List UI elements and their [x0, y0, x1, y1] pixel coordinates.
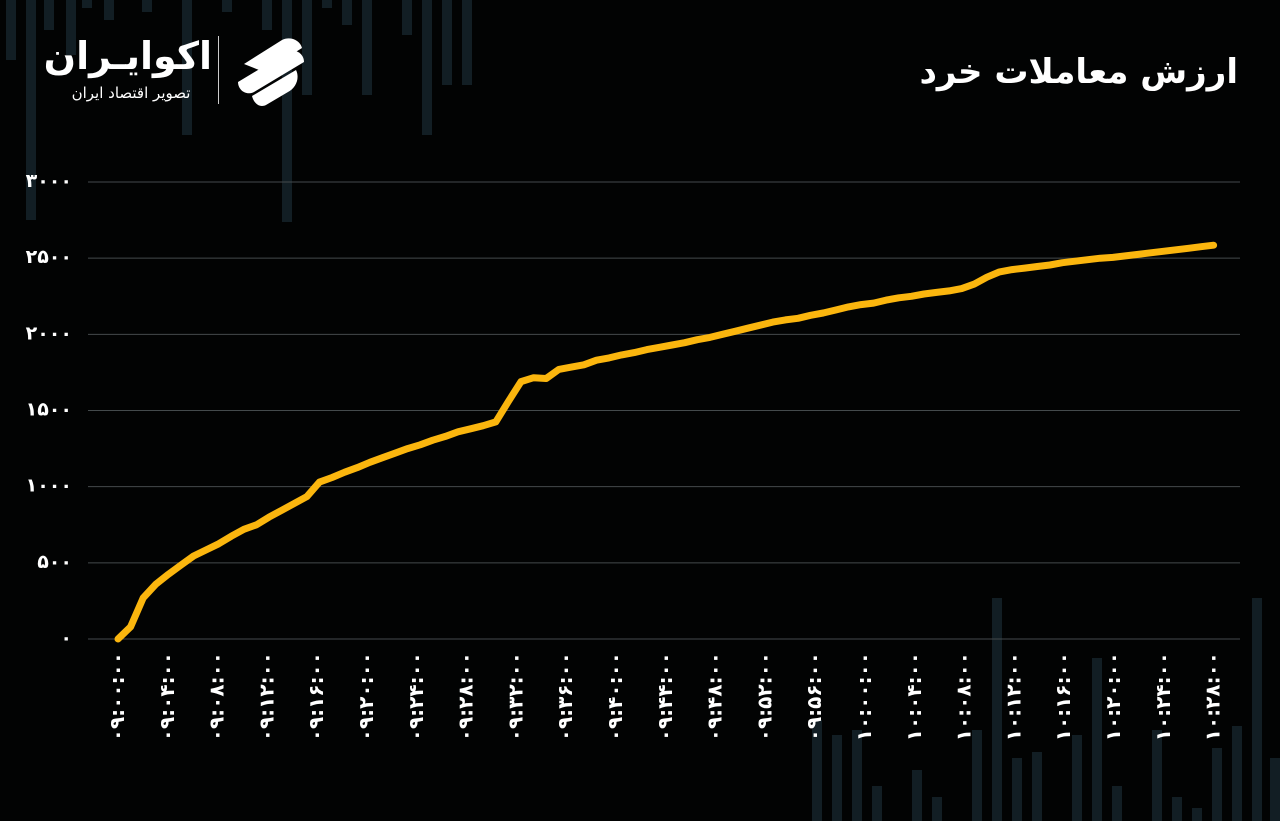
background-bar	[66, 0, 76, 55]
background-bar	[832, 735, 842, 821]
background-bar	[422, 0, 432, 135]
y-tick-label: ۱۰۰۰	[26, 475, 72, 497]
background-bar	[1232, 726, 1242, 821]
background-bar	[44, 0, 54, 30]
background-bar	[852, 730, 862, 821]
y-tick-label: ۳۰۰۰	[26, 170, 72, 192]
x-tick-label: ۱۰:۲۸:۰۰	[1201, 652, 1225, 741]
background-bar	[442, 0, 452, 85]
x-tick-label: ۰۹:۲۰:۰۰	[354, 652, 378, 741]
background-bar	[462, 0, 472, 85]
x-tick-label: ۰۹:۱۶:۰۰	[304, 652, 328, 741]
background-bar	[1032, 752, 1042, 821]
background-bar	[302, 0, 312, 95]
y-tick-label: ۰	[60, 627, 72, 649]
background-bar	[1270, 758, 1280, 821]
x-tick-label: ۰۹:۵۶:۰۰	[802, 652, 826, 741]
background-bar	[1252, 598, 1262, 821]
x-tick-label: ۰۹:۳۶:۰۰	[553, 652, 577, 741]
background-bar	[402, 0, 412, 35]
background-bar	[1072, 735, 1082, 821]
background-bar	[322, 0, 332, 8]
background-bar	[912, 770, 922, 821]
background-bar	[362, 0, 372, 95]
background-bar	[992, 598, 1002, 821]
background-bar	[972, 730, 982, 821]
background-bar	[262, 0, 272, 30]
background-bar	[812, 720, 822, 821]
x-tick-label: ۰۹:۰۸:۰۰	[205, 652, 229, 741]
background-bar	[1092, 658, 1102, 821]
background-bar	[1172, 797, 1182, 821]
background-bar	[1212, 748, 1222, 821]
y-tick-label: ۱۵۰۰	[26, 399, 72, 421]
series-layer	[114, 241, 1218, 643]
x-tick-label: ۱۰:۱۲:۰۰	[1001, 652, 1025, 741]
x-tick-label: ۱۰:۲۰:۰۰	[1101, 652, 1125, 741]
y-tick-label: ۲۵۰۰	[26, 246, 72, 268]
brand-name: اکوایـران	[43, 34, 212, 78]
y-axis-tick-labels: ۰ ۵۰۰ ۱۰۰۰ ۱۵۰۰ ۲۰۰۰ ۲۵۰۰ ۳۰۰۰	[26, 170, 72, 649]
x-tick-label: ۰۹:۳۲:۰۰	[503, 652, 527, 741]
x-tick-label: ۰۹:۴۰:۰۰	[603, 652, 627, 741]
background-bar	[872, 786, 882, 821]
x-tick-label: ۰۹:۴۸:۰۰	[703, 652, 727, 741]
background-bar	[1112, 786, 1122, 821]
background-bar	[1192, 808, 1202, 821]
background-bar	[932, 797, 942, 821]
x-tick-label: ۰۹:۲۸:۰۰	[454, 652, 478, 741]
background-bar	[82, 0, 92, 8]
background-bar	[104, 0, 114, 20]
brand-logo: اکوایـران تصویر اقتصاد ایران	[43, 30, 320, 110]
ecoiran-logo-icon	[238, 38, 304, 106]
y-tick-label: ۵۰۰	[37, 551, 72, 573]
chart-gridlines	[88, 181, 1240, 640]
x-tick-label: ۰۹:۰۴:۰۰	[155, 652, 179, 741]
background-bar	[342, 0, 352, 25]
logo-divider	[218, 36, 219, 104]
background-bar	[1012, 758, 1022, 821]
y-tick-label: ۲۰۰۰	[26, 322, 72, 344]
background-bar	[6, 0, 16, 60]
x-tick-label: ۰۹:۱۲:۰۰	[254, 652, 278, 741]
background-bar	[26, 0, 36, 220]
x-tick-label: ۱۰:۲۴:۰۰	[1151, 652, 1175, 741]
x-tick-label: ۰۹:۲۴:۰۰	[404, 652, 428, 741]
chart-title: ارزش معاملات خرد	[919, 52, 1238, 92]
background-bar	[1152, 730, 1162, 821]
series-line	[114, 241, 1218, 643]
x-tick-label: ۱۰:۱۶:۰۰	[1051, 652, 1075, 741]
background-bars	[6, 0, 1280, 821]
x-tick-label: ۰۹:۴۴:۰۰	[653, 652, 677, 741]
background-bar	[282, 0, 292, 222]
x-axis-tick-labels: ۰۹:۰۰:۰۰ ۰۹:۰۴:۰۰ ۰۹:۰۸:۰۰ ۰۹:۱۲:۰۰ ۰۹:۱۶:۰۰…	[105, 652, 1225, 741]
brand-tagline: تصویر اقتصاد ایران	[71, 84, 191, 102]
x-tick-label: ۰۹:۰۰:۰۰	[105, 652, 129, 741]
x-tick-label: ۱۰:۰۰:۰۰	[852, 652, 876, 741]
x-tick-label: ۰۹:۵۲:۰۰	[752, 652, 776, 741]
background-bar	[142, 0, 152, 12]
background-bar	[182, 0, 192, 135]
background-bar	[222, 0, 232, 12]
x-tick-label: ۱۰:۰۴:۰۰	[902, 652, 926, 741]
x-tick-label: ۱۰:۰۸:۰۰	[952, 652, 976, 741]
